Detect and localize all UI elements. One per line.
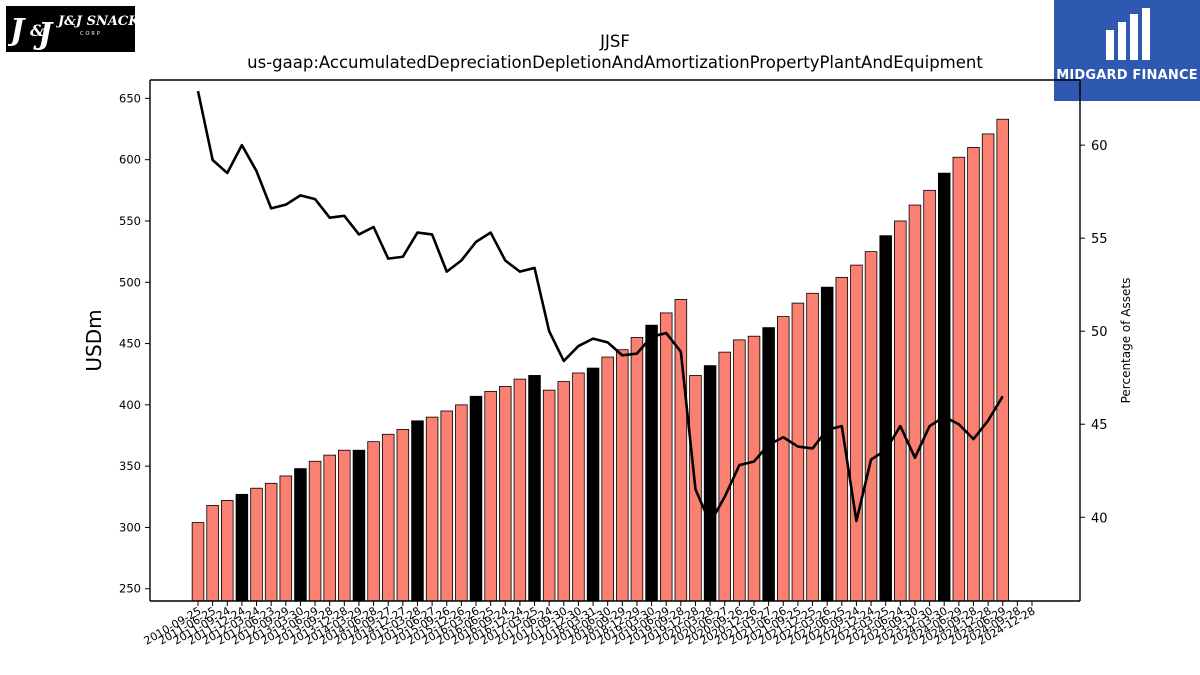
bar — [572, 372, 585, 602]
bar — [908, 204, 922, 602]
y2-axis-label: Percentage of Assets — [1119, 278, 1133, 404]
bar — [996, 118, 1009, 602]
midgard-emblem-icon — [1106, 8, 1150, 60]
bar — [381, 433, 395, 602]
bar — [338, 449, 351, 602]
bar — [747, 335, 761, 602]
y2-tick-label: 55 — [1091, 232, 1108, 247]
y-tick-label: 300 — [119, 520, 141, 534]
bar — [264, 482, 278, 602]
bar — [777, 316, 790, 602]
bar — [250, 487, 263, 602]
svg-text:J: J — [8, 13, 26, 48]
bar — [191, 522, 205, 602]
y2-tick-label: 60 — [1091, 139, 1108, 154]
bar — [367, 441, 380, 602]
midgard-finance-logo: MIDGARD FINANCE — [1054, 0, 1200, 101]
y-tick-label: 450 — [119, 337, 141, 351]
bar — [221, 500, 234, 602]
jj-monogram-icon: J & J — [8, 13, 54, 52]
bar — [323, 454, 336, 602]
y-tick-label: 400 — [119, 398, 141, 412]
svg-text:J: J — [33, 17, 54, 52]
y-tick-label: 650 — [119, 91, 141, 105]
bar — [308, 460, 322, 602]
bar — [937, 172, 951, 602]
logo-left-text: J&J SNACK FOODS — [58, 14, 197, 29]
bar — [557, 381, 571, 602]
chart-title: JJSF — [600, 32, 630, 51]
bar — [630, 337, 644, 602]
bar — [616, 349, 629, 602]
bar — [542, 389, 556, 602]
bar — [879, 235, 892, 602]
bar — [718, 351, 731, 602]
bar — [411, 420, 424, 602]
y-tick-label: 350 — [119, 459, 141, 473]
bar — [586, 367, 600, 602]
bar — [762, 327, 775, 602]
y2-tick-label: 45 — [1091, 418, 1108, 433]
bar — [499, 386, 512, 602]
bar — [864, 251, 878, 602]
bar — [645, 324, 658, 602]
bar — [455, 404, 468, 602]
y2-tick-label: 40 — [1091, 511, 1108, 526]
bar — [659, 312, 673, 602]
bar — [952, 156, 966, 602]
chart-subtitle: us-gaap:AccumulatedDepreciationDepletion… — [247, 53, 983, 72]
bar — [352, 449, 366, 602]
logo-right-text: MIDGARD FINANCE — [1056, 68, 1198, 83]
logo-left-sub: CORP — [80, 31, 102, 37]
y-tick-label: 250 — [119, 582, 141, 596]
bar — [235, 493, 249, 602]
bar — [923, 189, 936, 602]
bar — [791, 302, 805, 602]
bar — [850, 264, 863, 602]
bar — [279, 475, 293, 602]
bar — [440, 410, 453, 602]
bar — [894, 220, 907, 602]
bar — [733, 339, 746, 602]
bar — [820, 286, 834, 602]
bar — [835, 276, 849, 602]
y-tick-label: 600 — [119, 153, 141, 167]
bar — [484, 390, 497, 602]
bar — [294, 468, 307, 602]
y-tick-label: 500 — [119, 275, 141, 289]
bar — [206, 504, 219, 602]
y-tick-label: 550 — [119, 214, 141, 228]
bar — [396, 428, 410, 602]
y2-tick-label: 50 — [1091, 325, 1108, 340]
jj-snack-foods-logo: J&J SNACK FOODS CORP J & J — [5, 5, 197, 53]
bar — [967, 147, 980, 602]
bar — [981, 133, 995, 602]
bar — [513, 378, 527, 602]
svg-text:&: & — [30, 21, 45, 40]
bar — [528, 375, 541, 602]
bar — [601, 356, 614, 602]
bar — [469, 395, 483, 602]
series-line-percentage-of-assets — [196, 90, 1004, 525]
y-axis-label: USDm — [82, 309, 106, 371]
bar — [425, 416, 439, 602]
bar — [703, 365, 717, 602]
